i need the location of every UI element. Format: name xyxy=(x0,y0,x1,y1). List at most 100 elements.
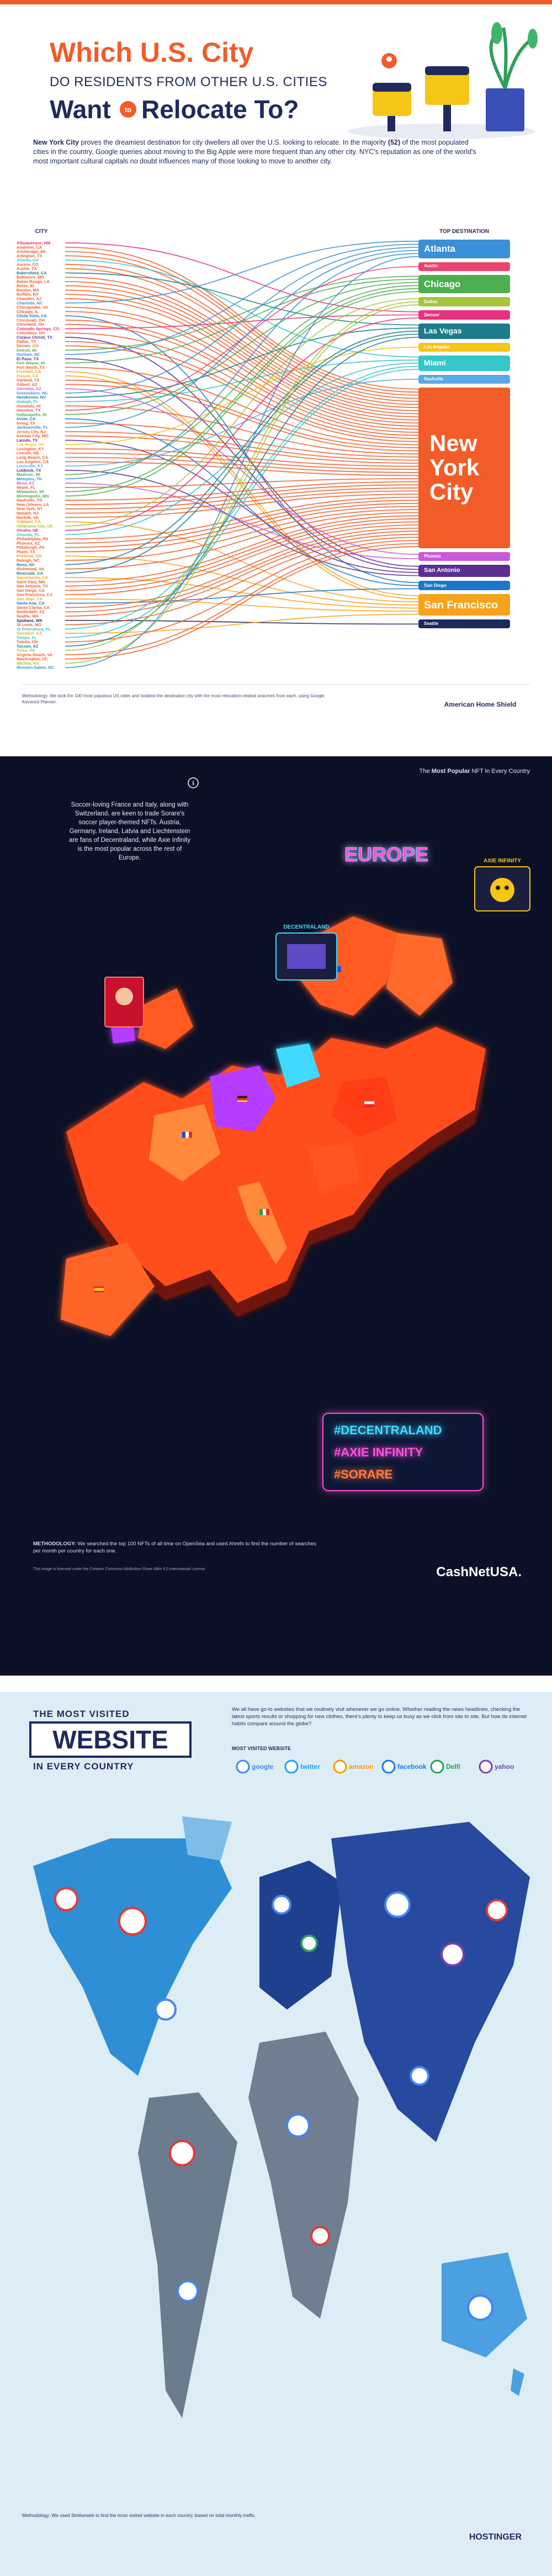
flow-line xyxy=(65,461,419,476)
city-label: Jacksonville, FL xyxy=(17,425,49,430)
city-label: Boise, ID xyxy=(17,283,34,288)
europe-map xyxy=(61,916,486,1336)
website-bubbles xyxy=(54,1887,508,2321)
nft-brand: CashNetUSA. xyxy=(436,1565,522,1579)
flow-line xyxy=(65,332,419,436)
city-label: Lubbock, TX xyxy=(17,468,41,473)
flow-line xyxy=(65,298,419,421)
city-label: San Antonio, TX xyxy=(17,584,48,589)
info-icon xyxy=(188,777,199,788)
city-label: Washington, DC xyxy=(17,656,48,661)
intro: New York City proves the dreamiest desti… xyxy=(33,138,486,166)
flow-line xyxy=(65,298,419,527)
nft-header: The Most Popular NFT in Every Country xyxy=(420,768,530,775)
flow-line xyxy=(65,314,419,330)
methodology: Methodology: We took the 100 most populo… xyxy=(22,693,325,704)
legend-icon xyxy=(479,1759,493,1774)
city-label: Newark, NJ xyxy=(17,511,39,516)
flow-line xyxy=(65,330,419,565)
city-label: San Francisco, CA xyxy=(17,592,53,597)
city-label: Houston, TX xyxy=(17,408,41,413)
flow-line xyxy=(65,379,419,448)
world-map xyxy=(33,1816,530,2418)
flow-line xyxy=(65,367,419,446)
legend-label: twitter xyxy=(300,1763,320,1771)
legend-item: #DECENTRALAND xyxy=(334,1423,442,1437)
city-label: Lincoln, NE xyxy=(17,450,39,455)
flow-line xyxy=(65,469,419,576)
city-label: Columbus, OH xyxy=(17,331,45,336)
city-label: Chesapeake, VA xyxy=(17,305,49,310)
city-label: Virginia Beach, VA xyxy=(17,652,53,657)
city-header: CITY xyxy=(35,229,48,235)
city-label: Richmond, VA xyxy=(17,566,45,571)
flow-line xyxy=(65,502,419,548)
city-label: Henderson, NV xyxy=(17,395,46,400)
destination-box: Los Angeles xyxy=(418,342,510,352)
flow-line xyxy=(65,422,419,458)
destination-box: New York City xyxy=(418,387,510,548)
flow-line xyxy=(65,242,419,312)
axie-eye xyxy=(505,886,509,890)
flow-line xyxy=(65,311,419,427)
destination-box: Dallas xyxy=(418,297,510,306)
city-label: Aurora, CO xyxy=(17,262,39,267)
flow-line xyxy=(65,288,419,492)
city-label: Fremont, CA xyxy=(17,369,41,374)
flow-line xyxy=(65,263,419,399)
city-label: Indianapolis, IN xyxy=(17,412,47,417)
legend-label: yahoo xyxy=(495,1763,514,1771)
city-label: Charlotte, NC xyxy=(17,300,43,305)
flow-line xyxy=(65,324,419,433)
flow-line xyxy=(65,306,419,424)
city-label: Memphis, TN xyxy=(17,476,42,481)
nft-header-bold: Most Popular xyxy=(432,768,470,775)
city-label: Milwaukee, WI xyxy=(17,489,44,494)
flow-line xyxy=(65,527,419,608)
city-label: Greensboro, NC xyxy=(17,390,48,395)
flow-line xyxy=(65,496,419,540)
web-intro: We all have go-to websites that we routi… xyxy=(232,1706,527,1727)
city-label: Nashville, TN xyxy=(17,498,42,503)
destination-box: Austin xyxy=(418,262,510,271)
city-label: Laredo, TX xyxy=(17,438,38,443)
nft-header-rest: NFT in Every Country xyxy=(471,768,530,775)
city-label: Spokane, WA xyxy=(17,618,43,623)
flow-line xyxy=(65,317,419,531)
nft-methodology-label: METHODOLOGY: xyxy=(33,1541,76,1547)
flow-line xyxy=(65,319,419,430)
title: Which U.S. City xyxy=(50,37,254,68)
axie-eye xyxy=(496,886,500,890)
city-label: Glendale, AZ xyxy=(17,386,41,391)
city-label: Philadelphia, PA xyxy=(17,537,49,542)
destination-box: San Antonio xyxy=(418,565,510,577)
flow-line xyxy=(65,275,419,351)
flow-line xyxy=(65,384,419,452)
city-label: Chandler, AZ xyxy=(17,296,42,301)
flow-line xyxy=(65,543,419,655)
destination-header: TOP DESTINATION xyxy=(439,229,489,235)
flow-line xyxy=(65,365,419,630)
city-label: Winston-Salem, NC xyxy=(17,665,55,670)
destination-box: Nashville xyxy=(418,374,510,384)
flow-line xyxy=(65,304,419,664)
city-label: Atlanta, GA xyxy=(17,258,39,263)
flow-line xyxy=(65,431,419,461)
flow-line xyxy=(65,546,419,660)
flow-line xyxy=(65,598,419,612)
city-label: Anaheim, CA xyxy=(17,245,43,250)
city-label: Oakland, CA xyxy=(17,520,41,524)
city-label: Bakersfield, CA xyxy=(17,271,47,275)
nft-header-lead: The xyxy=(420,768,430,775)
flow-line xyxy=(65,537,419,626)
flow-line xyxy=(65,515,419,582)
web-methodology: Methodology: We used Similarweb to find … xyxy=(22,2513,256,2518)
legend-item: #SORARE xyxy=(334,1467,392,1481)
city-label: Cleveland, OH xyxy=(17,322,44,327)
city-label: Tampa, FL xyxy=(17,635,37,640)
destination-box: Chicago xyxy=(418,274,510,294)
intro-count: (52) xyxy=(388,139,401,146)
flow-line xyxy=(65,521,419,591)
